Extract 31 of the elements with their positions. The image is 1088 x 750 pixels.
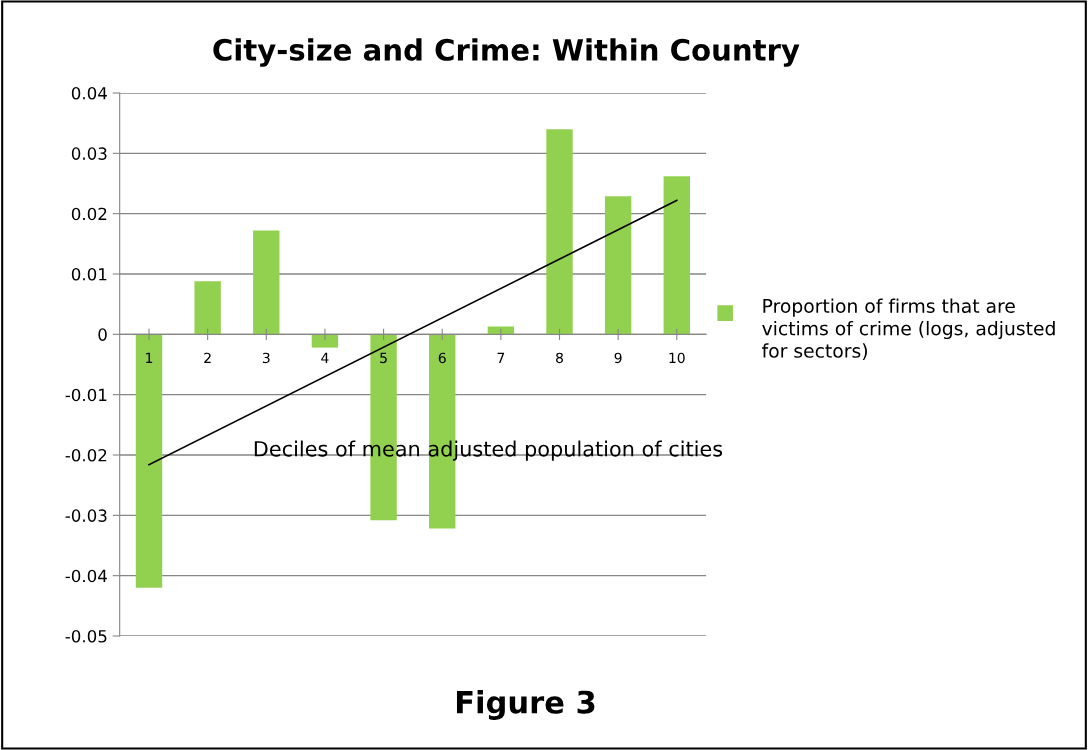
y-tick-label: -0.03 bbox=[65, 509, 107, 522]
x-tick-label: 4 bbox=[321, 352, 329, 363]
bar bbox=[311, 334, 339, 348]
y-tick-label: 0.04 bbox=[71, 86, 107, 100]
x-tick-label: 9 bbox=[614, 352, 622, 364]
x-tick-label: 8 bbox=[556, 352, 563, 364]
y-tick-label: 0.03 bbox=[71, 147, 107, 160]
x-tick-label: 2 bbox=[204, 352, 211, 363]
bar bbox=[253, 230, 280, 335]
bar bbox=[487, 326, 515, 335]
bar bbox=[546, 129, 573, 335]
y-tick-label: -0.02 bbox=[65, 448, 107, 462]
bar bbox=[135, 334, 163, 588]
y-tick-label: -0.05 bbox=[65, 629, 107, 643]
bar bbox=[663, 176, 690, 335]
x-tick-label: 5 bbox=[380, 352, 387, 364]
bar bbox=[604, 196, 632, 335]
bar bbox=[194, 281, 221, 335]
caption: Figure 3 bbox=[456, 690, 595, 720]
y-tick-label: 0 bbox=[98, 328, 107, 341]
y-tick-label: 0.01 bbox=[71, 267, 107, 281]
x-tick-label: 3 bbox=[262, 352, 270, 364]
x-tick-label: 1 bbox=[146, 352, 153, 363]
x-tick-label: 6 bbox=[438, 352, 446, 364]
x-tick-label: 10 bbox=[669, 352, 685, 364]
legend-label: Proportion of firms that are victims of crime (logs, adjusted for sectors) bbox=[762, 298, 1055, 361]
y-tick-label: -0.04 bbox=[65, 569, 107, 583]
x-tick-label: 7 bbox=[497, 352, 505, 363]
y-tick-label: 0.02 bbox=[71, 207, 107, 221]
y-tick-label: -0.01 bbox=[65, 388, 107, 402]
chart-title: City-size and Crime: Within Country bbox=[213, 38, 800, 67]
